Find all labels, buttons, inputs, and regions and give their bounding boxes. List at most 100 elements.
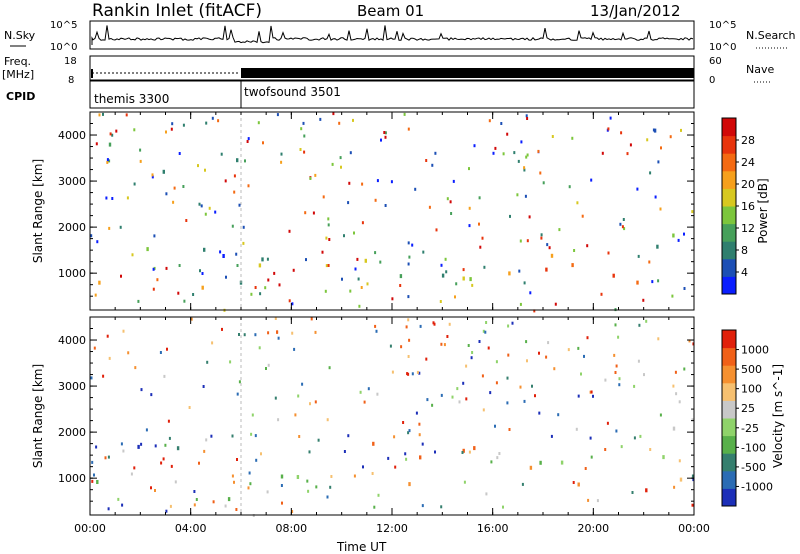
sparse-cell: [236, 264, 239, 267]
sparse-cell: [516, 193, 519, 197]
sparse-cell: [637, 359, 640, 363]
sparse-cell: [302, 121, 305, 125]
sparse-cell: [487, 346, 490, 350]
y-tick-label: 1000: [58, 267, 86, 280]
sparse-cell: [211, 116, 214, 120]
sparse-cell: [150, 486, 152, 490]
sparse-cell: [254, 286, 257, 289]
time-axis-label: Time UT: [336, 540, 387, 554]
sparse-cell: [374, 251, 377, 255]
sparse-cell: [496, 456, 499, 460]
sparse-cell: [422, 250, 425, 254]
sparse-cell: [407, 372, 410, 376]
sparse-cell: [425, 357, 428, 361]
sparse-cell: [425, 159, 428, 162]
sparse-cell: [354, 267, 357, 271]
sparse-cell: [418, 433, 421, 437]
sparse-cell: [106, 334, 109, 338]
y-tick-label: 4000: [58, 129, 86, 142]
sparse-cell: [509, 214, 511, 218]
nsky-tick-top: 10^5: [50, 20, 77, 31]
scatter-cell-8: [419, 455, 422, 460]
sparse-cell: [583, 354, 585, 358]
y-tick-label: 1000: [58, 472, 86, 485]
velocity-ylabel: Slant Range [km]: [31, 364, 45, 468]
sparse-cell: [376, 392, 379, 396]
sparse-cell: [348, 181, 351, 185]
sparse-cell: [617, 335, 620, 339]
sparse-cell: [140, 388, 143, 392]
sparse-cell: [468, 450, 471, 454]
sparse-cell: [692, 478, 695, 482]
sparse-cell: [151, 173, 154, 177]
sparse-cell: [383, 131, 386, 134]
scatter-cell-10: [539, 460, 542, 465]
sparse-cell: [643, 373, 645, 377]
colorbar-swatch: [722, 453, 736, 472]
sparse-cell: [294, 413, 297, 417]
sparse-cell: [121, 503, 124, 507]
sparse-cell: [327, 264, 330, 267]
sparse-cell: [571, 136, 574, 140]
sparse-cell: [646, 138, 649, 142]
sparse-cell: [415, 411, 418, 415]
sparse-cell: [202, 385, 205, 388]
sparse-cell: [623, 227, 626, 231]
sparse-cell: [373, 505, 376, 509]
sparse-cell: [657, 279, 660, 283]
sparse-cell: [618, 377, 621, 381]
sparse-cell: [152, 287, 155, 291]
sparse-cell: [384, 131, 387, 135]
sparse-cell: [238, 333, 240, 336]
sparse-cell: [231, 224, 234, 228]
sparse-cell: [120, 442, 123, 446]
colorbar-tick-label: 500: [741, 363, 762, 376]
sparse-cell: [95, 445, 98, 449]
sparse-cell: [636, 187, 639, 191]
sparse-cell: [251, 413, 254, 417]
sparse-cell: [105, 196, 108, 200]
sparse-cell: [133, 182, 136, 186]
sparse-cell: [221, 327, 223, 331]
station-title: Rankin Inlet (fitACF): [92, 1, 262, 21]
sparse-cell: [485, 492, 488, 496]
sparse-cell: [188, 406, 191, 409]
x-tick-label: 20:00: [577, 522, 609, 535]
sparse-cell: [495, 381, 498, 385]
sparse-cell: [273, 271, 276, 275]
sparse-cell: [434, 450, 436, 454]
sparse-cell: [596, 499, 599, 503]
sparse-cell: [692, 342, 695, 346]
sparse-cell: [107, 455, 110, 459]
sparse-cell: [418, 371, 421, 375]
sparse-cell: [106, 158, 109, 162]
colorbar-tick-label: 1000: [741, 344, 769, 357]
sparse-cell: [314, 330, 317, 334]
colorbar-swatch: [722, 153, 736, 172]
colorbar-frame: [721, 329, 737, 507]
sparse-cell: [374, 198, 377, 202]
sparse-cell: [523, 166, 526, 170]
sparse-cell: [478, 196, 481, 200]
power-y-ticks: 1000 2000 3000 4000: [58, 123, 694, 297]
sparse-cell: [525, 155, 528, 159]
sparse-cell: [394, 465, 397, 469]
sparse-cell: [182, 123, 185, 127]
sparse-cell: [166, 347, 168, 351]
colorbar-tick-label: -1000: [741, 480, 773, 493]
sparse-cell: [327, 217, 330, 221]
sparse-cell: [137, 299, 140, 303]
sparse-cell: [349, 151, 352, 155]
sparse-cell: [521, 482, 524, 486]
sparse-cell: [440, 342, 443, 346]
cpid-program-1: themis 3300: [94, 92, 169, 106]
sparse-cell: [98, 113, 101, 117]
sparse-cell: [589, 436, 592, 440]
scatter-cell-14: [162, 169, 165, 174]
sparse-cell: [165, 509, 168, 513]
sparse-cell: [473, 144, 476, 148]
sparse-cell: [219, 250, 222, 254]
cpid-panel: CPID themis 3300 twofsound 3501: [6, 80, 695, 109]
sparse-cell: [508, 428, 511, 431]
